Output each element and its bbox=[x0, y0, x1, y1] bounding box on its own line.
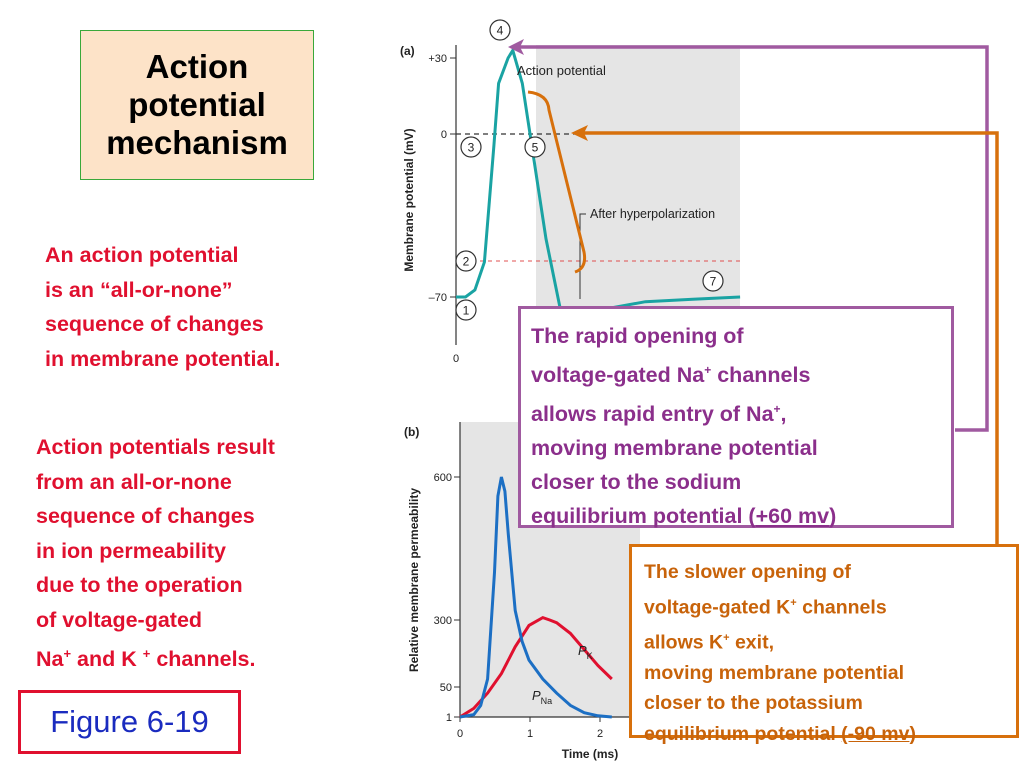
na-callout-line: moving membrane potential bbox=[531, 436, 818, 461]
panel-a-ylabel: Membrane potential (mV) bbox=[402, 128, 416, 271]
k-callout-line: allows K+ exit, bbox=[644, 623, 1008, 658]
na-sup: + bbox=[773, 402, 781, 417]
na-equilibrium-value: +60 mv bbox=[755, 504, 830, 529]
detail-line: due to the operation bbox=[36, 573, 243, 597]
k-arrow-head bbox=[571, 125, 588, 141]
k-callout-line: equilibrium potential (-90 mv) bbox=[644, 719, 1008, 750]
curve-label: Action potential bbox=[517, 63, 606, 78]
detail-k: and K bbox=[71, 647, 143, 672]
title-line: potential bbox=[128, 86, 266, 123]
detail-na: Na bbox=[36, 647, 64, 672]
k-callout-line: closer to the potassium bbox=[644, 692, 863, 714]
after-hyperpolarization-label: After hyperpolarization bbox=[590, 207, 715, 221]
detail-sup: + bbox=[142, 646, 151, 661]
pna-curve bbox=[459, 476, 612, 719]
title-box: Action potential mechanism bbox=[80, 30, 314, 180]
detail-line: from an all-or-none bbox=[36, 469, 232, 494]
k-text: allows K bbox=[644, 631, 724, 653]
panel-b-tick-label: 600 bbox=[434, 472, 452, 484]
na-text: allows rapid entry of Na bbox=[531, 402, 774, 427]
k-callout: The slower opening of voltage-gated K+ c… bbox=[629, 544, 1019, 745]
slide-title: Action potential mechanism bbox=[106, 48, 288, 162]
detail-line: of voltage-gated bbox=[36, 607, 203, 632]
panel-a-xtick-label: 0 bbox=[453, 353, 459, 365]
phase-marker-number: 1 bbox=[463, 304, 470, 318]
phase-marker-number: 4 bbox=[497, 24, 504, 38]
title-line: Action bbox=[145, 48, 249, 85]
detail-line: in ion permeability bbox=[36, 538, 226, 563]
k-callout-line: The slower opening of bbox=[644, 561, 851, 583]
k-text: ) bbox=[909, 722, 916, 745]
phase-marker-circle bbox=[460, 136, 482, 158]
intro-line: sequence of changes bbox=[45, 312, 264, 336]
phase-marker-circle bbox=[702, 270, 724, 292]
na-callout-line: voltage-gated Na+ channels bbox=[531, 353, 941, 392]
title-line: mechanism bbox=[106, 124, 288, 161]
na-callout-line: The rapid opening of bbox=[531, 324, 744, 348]
panel-b-xtick-label: 1 bbox=[527, 728, 533, 740]
phase-marker-number: 2 bbox=[463, 255, 470, 269]
phase-marker-circle bbox=[524, 136, 546, 158]
figure-label-box: Figure 6-19 bbox=[18, 690, 241, 754]
panel-a-label: (a) bbox=[400, 44, 415, 58]
panel-b-tick-label: 50 bbox=[440, 682, 452, 694]
na-text: ) bbox=[829, 504, 837, 529]
intro-line: in membrane potential. bbox=[45, 346, 281, 371]
intro-line: is an “all-or-none” bbox=[45, 277, 233, 302]
phase-marker-number: 3 bbox=[468, 141, 475, 155]
na-callout-line: closer to the sodium bbox=[531, 470, 742, 495]
na-text: equilibrium potential ( bbox=[531, 504, 756, 529]
detail-channels: channels. bbox=[150, 647, 256, 672]
detail-line: sequence of changes bbox=[36, 504, 255, 528]
phase-marker-circle bbox=[455, 250, 477, 272]
na-text: , bbox=[780, 402, 787, 427]
repolarization-bracket bbox=[527, 90, 587, 274]
phase-marker-number: 5 bbox=[532, 141, 539, 155]
panel-a-tick-label: –70 bbox=[429, 292, 447, 304]
panel-b-label: (b) bbox=[404, 425, 419, 439]
panel-b-ylabel: Relative membrane permeability bbox=[407, 488, 421, 672]
detail-sup: + bbox=[63, 646, 72, 661]
panel-a-tick-label: +30 bbox=[428, 53, 447, 65]
panel-a-ticks: +30 0 –70 0 bbox=[428, 53, 459, 365]
intro-text: An action potential is an “all-or-none” … bbox=[45, 238, 280, 376]
k-text: voltage-gated K bbox=[644, 596, 791, 618]
na-sup: + bbox=[704, 363, 712, 377]
panel-a-tick-label: 0 bbox=[441, 129, 447, 141]
na-callout-line: allows rapid entry of Na+, bbox=[531, 392, 941, 431]
detail-line-channels: Na+ and K + channels. bbox=[36, 637, 275, 677]
figure-label: Figure 6-19 bbox=[50, 704, 209, 739]
detail-text: Action potentials result from an all-or-… bbox=[36, 430, 275, 677]
k-equilibrium-value: (-90 mv bbox=[841, 722, 910, 745]
phase-marker-number: 7 bbox=[710, 275, 717, 289]
phase-marker-circle bbox=[489, 19, 511, 41]
panel-b-xlabel: Time (ms) bbox=[562, 747, 618, 761]
pk-legend: PK bbox=[578, 643, 593, 661]
phase-marker-circle bbox=[455, 299, 477, 321]
pk-curve bbox=[459, 615, 613, 719]
panel-b-xtick-label: 2 bbox=[597, 728, 603, 740]
na-callout: The rapid opening of voltage-gated Na+ c… bbox=[518, 306, 954, 528]
phase-markers: 1 2 3 4 5 7 bbox=[455, 19, 724, 321]
na-text: channels bbox=[711, 363, 811, 388]
detail-line: Action potentials result bbox=[36, 435, 275, 459]
intro-line: An action potential bbox=[45, 243, 239, 267]
panel-b-tick-label: 300 bbox=[434, 615, 452, 627]
k-text: exit, bbox=[729, 631, 774, 653]
k-callout-line: voltage-gated K+ channels bbox=[644, 588, 1008, 623]
k-sup: + bbox=[790, 596, 797, 609]
k-callout-line: moving membrane potential bbox=[644, 661, 905, 684]
k-text: equilibrium potential bbox=[644, 722, 842, 745]
na-text: voltage-gated Na bbox=[531, 363, 705, 388]
panel-b-xtick-label: 0 bbox=[457, 728, 463, 740]
panel-b-tick-label: 1 bbox=[446, 712, 452, 724]
na-callout-line: equilibrium potential (+60 mv) bbox=[531, 499, 941, 533]
na-arrow-line bbox=[514, 45, 989, 432]
pna-legend: PNa bbox=[532, 688, 552, 706]
k-sup: + bbox=[723, 631, 730, 644]
k-text: channels bbox=[796, 596, 887, 618]
na-arrow-head bbox=[508, 39, 524, 55]
